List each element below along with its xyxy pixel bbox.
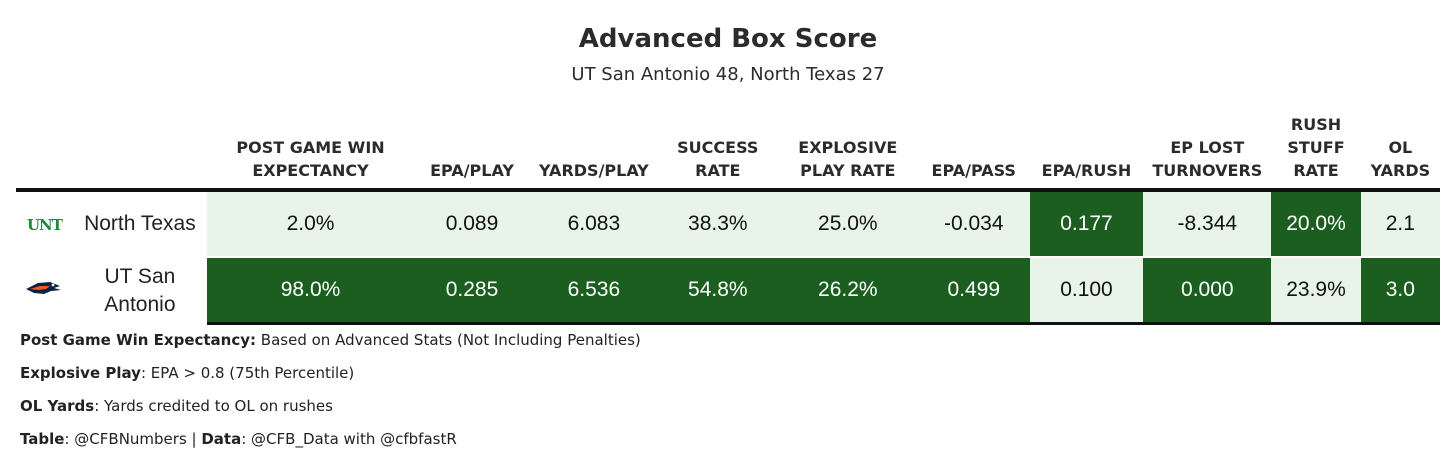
footnote-label: OL Yards: [20, 397, 95, 415]
table-row: UNT North Texas 2.0% 0.089 6.083 38.3% 2…: [16, 190, 1440, 258]
column-header: RUSH STUFF RATE: [1287, 115, 1345, 180]
team-name: UT San Antonio: [72, 257, 207, 324]
column-header: EPA/RUSH: [1041, 161, 1132, 180]
stat-cell: 0.177: [1029, 190, 1144, 258]
team-logo-cell: [16, 257, 73, 324]
header-logo-blank: [16, 106, 73, 190]
column-header: POST GAME WIN EXPECTANCY: [236, 138, 385, 180]
stat-cell: 38.3%: [657, 190, 778, 258]
footnote-win-expectancy: Post Game Win Expectancy: Based on Advan…: [20, 329, 641, 362]
stat-cell: 0.285: [414, 257, 530, 325]
column-header: EP LOST TURNOVERS: [1152, 138, 1263, 180]
column-header: SUCCESS RATE: [677, 138, 759, 180]
footnote-label: Explosive Play: [20, 364, 141, 382]
footnote-text: : Yards credited to OL on rushes: [94, 397, 333, 415]
column-header: EPA/PLAY: [430, 161, 514, 180]
stat-cell: 54.8%: [657, 257, 778, 325]
table-title: Advanced Box Score: [578, 24, 878, 54]
stat-cell: -8.344: [1143, 190, 1272, 258]
stat-cell: 0.089: [414, 190, 530, 258]
stat-cell: 23.9%: [1271, 257, 1361, 325]
footnote-explosive-play: Explosive Play: EPA > 0.8 (75th Percenti…: [20, 362, 641, 395]
credit-table-value: : @CFBNumbers |: [64, 430, 202, 448]
footnote-text: : EPA > 0.8 (75th Percentile): [140, 364, 355, 382]
stat-cell: -0.034: [917, 190, 1030, 258]
unt-logo: UNT: [26, 216, 63, 234]
stat-cell: 0.499: [917, 257, 1030, 325]
team-logo-cell: UNT: [16, 190, 73, 258]
column-header: EXPLOSIVE PLAY RATE: [798, 138, 898, 180]
stat-cell: 6.536: [529, 257, 658, 325]
advanced-box-score-table: POST GAME WIN EXPECTANCY EPA/PLAY YARDS/…: [16, 106, 1440, 325]
stat-cell: 26.2%: [777, 257, 918, 325]
credit-data-value: : @CFB_Data with @cfbfastR: [241, 430, 457, 448]
stat-cell: 98.0%: [206, 257, 415, 325]
header-team-blank: [73, 106, 207, 190]
column-header: YARDS/PLAY: [539, 161, 649, 180]
table-row: UT San Antonio 98.0% 0.285 6.536 54.8% 2…: [16, 257, 1440, 325]
table-footnotes: Post Game Win Expectancy: Based on Advan…: [20, 329, 641, 461]
column-header: EPA/PASS: [931, 161, 1016, 180]
footnote-ol-yards: OL Yards: Yards credited to OL on rushes: [20, 395, 641, 428]
stat-cell: 25.0%: [777, 190, 918, 258]
stat-cell: 20.0%: [1271, 190, 1361, 258]
team-name: North Texas: [72, 190, 207, 258]
credit-data-label: Data: [201, 430, 242, 448]
utsa-roadrunner-logo: [26, 281, 62, 294]
stat-cell: 3.0: [1360, 257, 1440, 325]
footnote-text: Based on Advanced Stats (Not Including P…: [256, 331, 641, 349]
credit-table-label: Table: [20, 430, 65, 448]
column-header: OL YARDS: [1370, 138, 1431, 180]
stat-cell: 6.083: [529, 190, 658, 258]
credits-line: Table: @CFBNumbers | Data: @CFB_Data wit…: [20, 428, 641, 461]
stat-cell: 0.100: [1029, 257, 1144, 325]
footnote-label: Post Game Win Expectancy:: [20, 331, 257, 349]
stat-cell: 0.000: [1143, 257, 1272, 325]
header-row: POST GAME WIN EXPECTANCY EPA/PLAY YARDS/…: [16, 106, 1440, 190]
table-subtitle: UT San Antonio 48, North Texas 27: [571, 64, 885, 85]
stat-cell: 2.0%: [206, 190, 415, 258]
stat-cell: 2.1: [1360, 190, 1440, 258]
